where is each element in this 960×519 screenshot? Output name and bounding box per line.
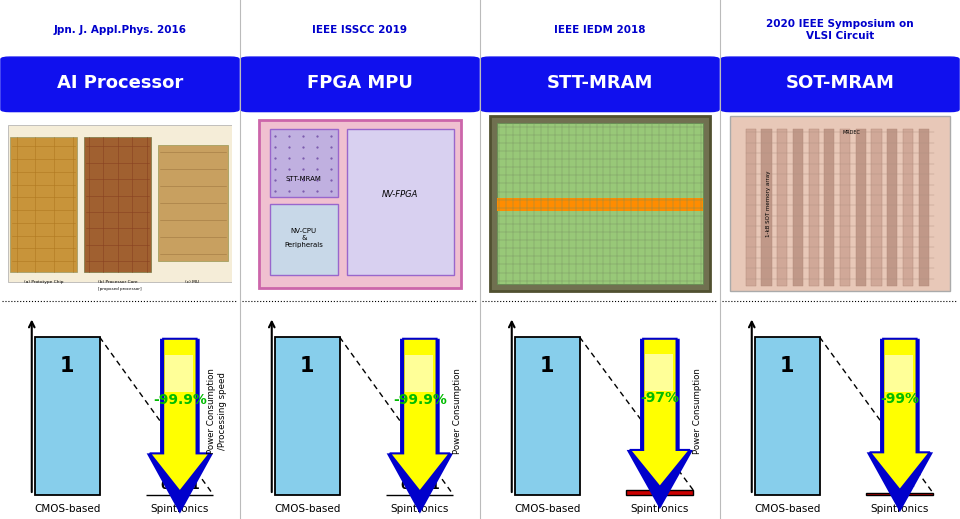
Text: MRDEC: MRDEC [842,130,860,134]
FancyBboxPatch shape [1,57,239,112]
FancyBboxPatch shape [241,57,479,112]
Text: CMOS-based: CMOS-based [755,503,821,514]
Text: Power Consumption
/Processing speed: Power Consumption /Processing speed [207,368,227,454]
Text: [proposed processor]: [proposed processor] [98,288,142,292]
Text: AI Processor: AI Processor [57,74,183,92]
Text: Jpn. J. Appl.Phys. 2016: Jpn. J. Appl.Phys. 2016 [54,25,186,35]
Text: CMOS-based: CMOS-based [35,503,101,514]
Bar [405,355,433,392]
Text: NV-FPGA: NV-FPGA [382,190,419,199]
Text: 1: 1 [540,356,555,376]
Polygon shape [630,339,690,487]
Text: 1: 1 [60,356,75,376]
Bar [270,129,338,197]
Bar [919,129,929,286]
Polygon shape [150,339,210,491]
Polygon shape [870,339,930,490]
Bar [84,138,152,272]
Text: Spintronics: Spintronics [151,503,209,514]
Bar [36,337,100,495]
Bar [516,337,580,495]
Text: CMOS-based: CMOS-based [275,503,341,514]
Bar [645,354,673,391]
Bar [761,129,772,286]
Bar [276,337,340,495]
Bar [808,129,819,286]
Text: -99.9%: -99.9% [393,393,446,407]
Text: (b) Processor Core: (b) Processor Core [98,280,137,284]
Text: STT-MRAM: STT-MRAM [286,175,322,182]
Bar [347,129,454,275]
Polygon shape [387,339,453,514]
Text: Spintronics: Spintronics [871,503,929,514]
Bar [627,490,693,495]
Bar [887,129,898,286]
Bar [8,125,232,282]
Bar [825,129,834,286]
Bar [855,129,866,286]
Text: Power Consumption: Power Consumption [453,368,462,454]
FancyBboxPatch shape [721,57,959,112]
Bar [885,354,913,392]
Bar [793,129,804,286]
Text: 0.001: 0.001 [400,479,440,491]
Text: SOT-MRAM: SOT-MRAM [785,74,895,92]
Text: STT-MRAM: STT-MRAM [547,74,653,92]
Bar [158,145,228,261]
Text: Spintronics: Spintronics [631,503,689,514]
Polygon shape [627,339,693,509]
Text: 0.03: 0.03 [644,474,675,487]
Bar [840,129,851,286]
Bar [777,129,787,286]
Polygon shape [147,339,213,514]
Bar [10,138,78,272]
Text: 1: 1 [300,356,315,376]
Bar [756,337,820,495]
Bar [270,204,338,275]
Text: IEEE ISSCC 2019: IEEE ISSCC 2019 [313,25,407,35]
Text: Power Consumption: Power Consumption [693,368,702,454]
Text: FPGA MPU: FPGA MPU [307,74,413,92]
Text: 0.001: 0.001 [160,479,200,491]
Bar [746,129,756,286]
FancyBboxPatch shape [481,57,719,112]
Text: 1: 1 [780,356,795,376]
Text: Spintronics: Spintronics [391,503,449,514]
Text: (a) Prototype Chip: (a) Prototype Chip [24,280,63,284]
Polygon shape [390,339,450,491]
Polygon shape [867,339,933,512]
Text: (c) MU: (c) MU [185,280,199,284]
Bar [496,198,704,211]
Bar [867,493,933,495]
Text: 0.01: 0.01 [884,477,916,490]
Text: IEEE IEDM 2018: IEEE IEDM 2018 [554,25,646,35]
Text: 1-kB SOT memory array: 1-kB SOT memory array [766,170,771,237]
Bar [165,355,193,392]
Text: CMOS-based: CMOS-based [515,503,581,514]
Text: -97%: -97% [640,391,680,405]
Text: NV-CPU
&
Peripherals: NV-CPU & Peripherals [284,228,324,248]
Bar [903,129,913,286]
Text: -99%: -99% [880,392,920,406]
Text: -99.9%: -99.9% [153,393,206,407]
Bar [872,129,881,286]
Text: 2020 IEEE Symposium on
VLSI Circuit: 2020 IEEE Symposium on VLSI Circuit [766,19,914,40]
